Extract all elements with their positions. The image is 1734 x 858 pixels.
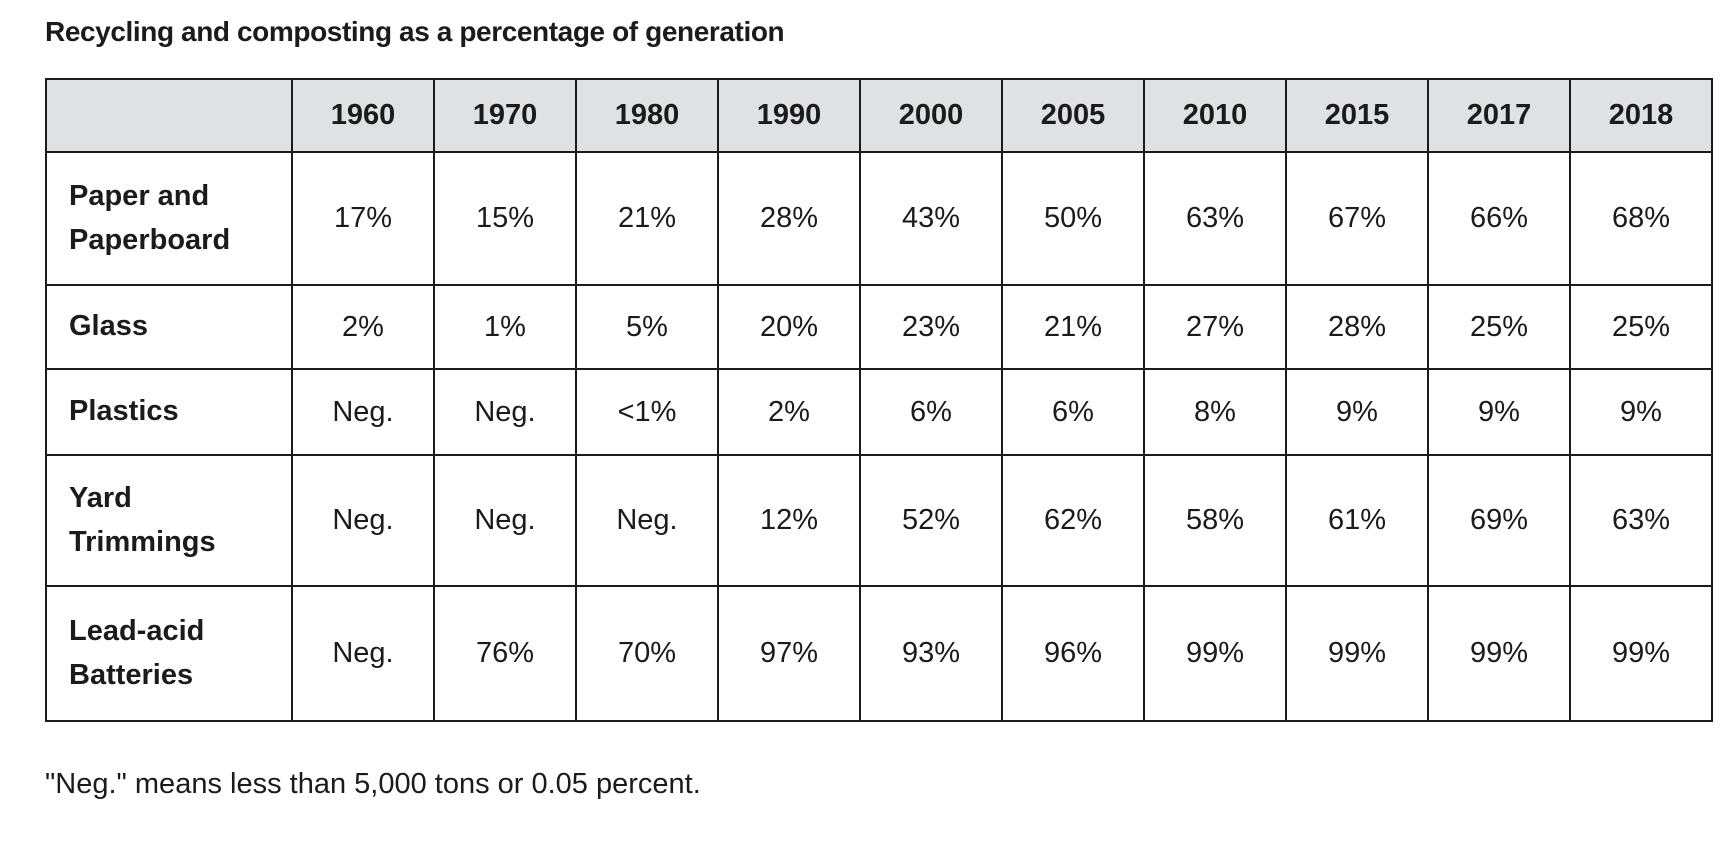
footnote: "Neg." means less than 5,000 tons or 0.0… bbox=[45, 768, 701, 800]
value-cell: 67% bbox=[1285, 151, 1429, 286]
value-cell: Neg. bbox=[291, 368, 435, 456]
value-cell: 99% bbox=[1569, 585, 1713, 722]
value-cell: 28% bbox=[717, 151, 861, 286]
value-cell: Neg. bbox=[433, 454, 577, 587]
table-row: Paper and Paperboard 17% 15% 21% 28% 43% 50% 63… bbox=[45, 151, 1713, 286]
value-cell: 99% bbox=[1285, 585, 1429, 722]
year-header: 1970 bbox=[433, 78, 577, 153]
year-header: 2018 bbox=[1569, 78, 1713, 153]
value-cell: 61% bbox=[1285, 454, 1429, 587]
value-cell: 25% bbox=[1569, 284, 1713, 370]
value-cell: 99% bbox=[1143, 585, 1287, 722]
value-cell: 9% bbox=[1285, 368, 1429, 456]
recycling-table: 1960 1970 1980 1990 2000 2005 2010 2015 2017 2018… bbox=[45, 78, 1713, 722]
year-header: 2005 bbox=[1001, 78, 1145, 153]
value-cell: 63% bbox=[1569, 454, 1713, 587]
year-header: 2017 bbox=[1427, 78, 1571, 153]
page-title: Recycling and composting as a percentage… bbox=[45, 16, 785, 47]
value-cell: 66% bbox=[1427, 151, 1571, 286]
value-cell: Neg. bbox=[433, 368, 577, 456]
value-cell: 21% bbox=[575, 151, 719, 286]
header-row: 1960 1970 1980 1990 2000 2005 2010 2015 2017 2018 bbox=[45, 78, 1713, 153]
value-cell: 9% bbox=[1569, 368, 1713, 456]
value-cell: 69% bbox=[1427, 454, 1571, 587]
value-cell: 96% bbox=[1001, 585, 1145, 722]
value-cell: <1% bbox=[575, 368, 719, 456]
content-area: Recycling and composting as a percentage… bbox=[45, 16, 1713, 800]
value-cell: 76% bbox=[433, 585, 577, 722]
year-header: 2000 bbox=[859, 78, 1003, 153]
value-cell: 5% bbox=[575, 284, 719, 370]
value-cell: Neg. bbox=[291, 454, 435, 587]
value-cell: 97% bbox=[717, 585, 861, 722]
table-row: Yard Trimmings Neg. Neg. Neg. 12% 52% 62% 58% 61… bbox=[45, 454, 1713, 587]
value-cell: 6% bbox=[859, 368, 1003, 456]
value-cell: 62% bbox=[1001, 454, 1145, 587]
value-cell: 17% bbox=[291, 151, 435, 286]
value-cell: Neg. bbox=[575, 454, 719, 587]
value-cell: 70% bbox=[575, 585, 719, 722]
value-cell: 21% bbox=[1001, 284, 1145, 370]
year-header: 2010 bbox=[1143, 78, 1287, 153]
table-head: 1960 1970 1980 1990 2000 2005 2010 2015 2017 2018 bbox=[45, 78, 1713, 153]
value-cell: 43% bbox=[859, 151, 1003, 286]
value-cell: 23% bbox=[859, 284, 1003, 370]
value-cell: 1% bbox=[433, 284, 577, 370]
value-cell: 15% bbox=[433, 151, 577, 286]
year-header: 1960 bbox=[291, 78, 435, 153]
table-row: Plastics Neg. Neg. <1% 2% 6% 6% 8% 9% 9% 9% bbox=[45, 368, 1713, 456]
value-cell: 12% bbox=[717, 454, 861, 587]
value-cell: 52% bbox=[859, 454, 1003, 587]
value-cell: 50% bbox=[1001, 151, 1145, 286]
table-row: Lead-acid Batteries Neg. 76% 70% 97% 93% 96% 99… bbox=[45, 585, 1713, 722]
corner-cell bbox=[45, 78, 293, 153]
value-cell: 27% bbox=[1143, 284, 1287, 370]
row-label: Paper and Paperboard bbox=[45, 151, 293, 286]
value-cell: 63% bbox=[1143, 151, 1287, 286]
value-cell: 20% bbox=[717, 284, 861, 370]
value-cell: 6% bbox=[1001, 368, 1145, 456]
value-cell: 9% bbox=[1427, 368, 1571, 456]
value-cell: 2% bbox=[291, 284, 435, 370]
table-body: Paper and Paperboard 17% 15% 21% 28% 43% 50% 63… bbox=[45, 151, 1713, 722]
value-cell: 2% bbox=[717, 368, 861, 456]
value-cell: Neg. bbox=[291, 585, 435, 722]
row-label: Yard Trimmings bbox=[45, 454, 293, 587]
value-cell: 28% bbox=[1285, 284, 1429, 370]
value-cell: 25% bbox=[1427, 284, 1571, 370]
year-header: 1980 bbox=[575, 78, 719, 153]
table-row: Glass 2% 1% 5% 20% 23% 21% 27% 28% 25% 25% bbox=[45, 284, 1713, 370]
value-cell: 58% bbox=[1143, 454, 1287, 587]
year-header: 2015 bbox=[1285, 78, 1429, 153]
value-cell: 99% bbox=[1427, 585, 1571, 722]
value-cell: 8% bbox=[1143, 368, 1287, 456]
row-label: Plastics bbox=[45, 368, 293, 456]
value-cell: 68% bbox=[1569, 151, 1713, 286]
value-cell: 93% bbox=[859, 585, 1003, 722]
row-label: Lead-acid Batteries bbox=[45, 585, 293, 722]
row-label: Glass bbox=[45, 284, 293, 370]
year-header: 1990 bbox=[717, 78, 861, 153]
